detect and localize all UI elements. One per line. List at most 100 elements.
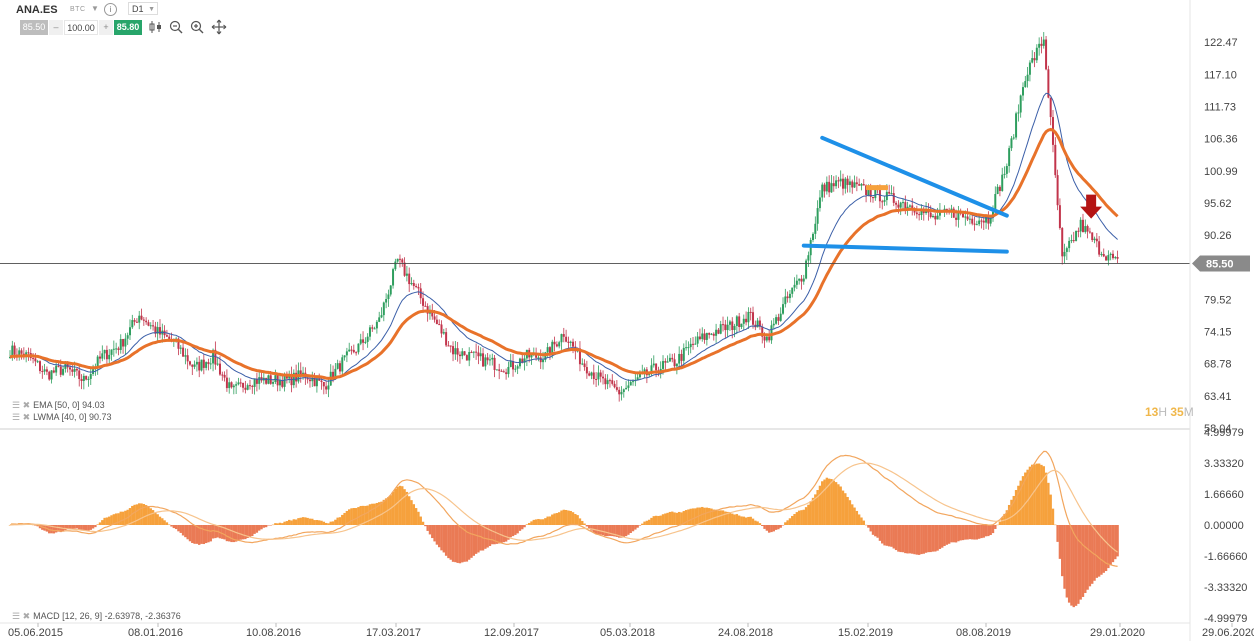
macd-histogram-bar xyxy=(687,509,690,525)
macd-histogram-bar xyxy=(597,525,600,535)
candle-body xyxy=(216,363,219,365)
candle-body xyxy=(763,336,766,341)
candle-body xyxy=(285,374,288,379)
candle-body xyxy=(627,385,630,388)
candle-body xyxy=(996,186,999,195)
macd-histogram-bar xyxy=(1111,525,1115,563)
candle-body xyxy=(274,375,277,382)
macd-histogram-bar xyxy=(283,521,286,525)
candle-body xyxy=(551,341,554,355)
candle-body xyxy=(583,363,586,368)
macd-histogram-bar xyxy=(793,513,796,525)
candle-body xyxy=(848,181,851,185)
candle-body xyxy=(883,200,886,202)
decrease-qty-button[interactable]: – xyxy=(49,20,63,35)
symbol-label[interactable]: ANA.ES xyxy=(16,4,58,16)
macd-histogram-bar xyxy=(71,525,74,530)
candle-body xyxy=(248,385,251,387)
candle-body xyxy=(749,311,752,313)
macd-histogram-bar xyxy=(839,486,842,525)
candle-body xyxy=(553,341,556,345)
macd-tick-label: -4.99979 xyxy=(1204,613,1247,625)
candle-body xyxy=(696,336,699,344)
macd-histogram-bar xyxy=(103,517,106,525)
price-tick-label: 117.10 xyxy=(1204,69,1237,81)
info-icon[interactable]: i xyxy=(104,3,117,16)
macd-histogram-bar xyxy=(703,507,706,525)
candle-body xyxy=(994,194,997,212)
macd-legend[interactable]: ☰ ✖ MACD [12, 26, 9] -2.63978, -2.36376 xyxy=(12,611,181,621)
candle-body xyxy=(618,389,621,395)
macd-histogram-bar xyxy=(138,503,141,525)
candle-body xyxy=(410,283,413,285)
macd-histogram-bar xyxy=(765,525,769,531)
price-tick-label: 68.78 xyxy=(1204,359,1232,371)
date-tick-label: 05.03.2018 xyxy=(600,627,655,639)
symbol-dropdown-icon[interactable]: ▼ xyxy=(91,4,99,13)
macd-histogram-bar xyxy=(484,525,487,549)
zoom-out-icon[interactable] xyxy=(169,20,183,34)
macd-histogram-bar xyxy=(814,494,817,525)
candle-body xyxy=(419,288,422,299)
macd-histogram-bar xyxy=(292,519,296,525)
bid-price[interactable]: 85.50 xyxy=(20,20,48,35)
increase-qty-button[interactable]: + xyxy=(99,20,113,35)
macd-histogram-bar xyxy=(797,510,801,525)
macd-tick-label: -1.66660 xyxy=(1204,551,1247,563)
legend-settings-icon[interactable]: ☰ ✖ xyxy=(12,412,31,422)
candle-body xyxy=(1109,253,1112,256)
quantity-input[interactable]: 100.00 xyxy=(64,20,98,35)
candle-body xyxy=(68,367,71,370)
zoom-in-icon[interactable] xyxy=(190,20,204,34)
macd-histogram-bar xyxy=(518,525,522,531)
macd-histogram-bar xyxy=(811,497,815,525)
candle-body xyxy=(608,380,611,382)
candle-body xyxy=(818,197,821,209)
candle-body xyxy=(50,370,53,380)
candle-body xyxy=(66,362,69,368)
lwma-legend[interactable]: ☰ ✖ LWMA [40, 0] 90.73 xyxy=(12,412,112,422)
macd-histogram-bar xyxy=(241,525,245,540)
legend-settings-icon[interactable]: ☰ ✖ xyxy=(12,611,31,621)
macd-histogram-bar xyxy=(567,510,570,525)
candle-body xyxy=(458,354,461,357)
candle-body xyxy=(869,188,872,197)
macd-histogram-bar xyxy=(407,496,411,525)
candle-body xyxy=(507,366,510,375)
candle-body xyxy=(1021,87,1024,96)
macd-histogram-bar xyxy=(754,520,757,525)
ema-legend[interactable]: ☰ ✖ EMA [50, 0] 94.03 xyxy=(12,400,105,410)
macd-tick-label: 3.33320 xyxy=(1204,458,1244,470)
candle-body xyxy=(500,370,503,372)
macd-histogram-bar xyxy=(901,525,905,553)
candle-body xyxy=(599,372,602,377)
macd-histogram-bar xyxy=(1116,525,1119,557)
candle-body xyxy=(1102,253,1105,257)
candle-body xyxy=(1033,58,1036,61)
candle-body xyxy=(128,327,131,336)
candle-body xyxy=(567,341,570,343)
macd-histogram-bar xyxy=(1042,466,1045,525)
legend-settings-icon[interactable]: ☰ ✖ xyxy=(12,400,31,410)
macd-histogram-bar xyxy=(1102,525,1105,573)
candle-type-icon[interactable] xyxy=(148,20,164,34)
macd-histogram-bar xyxy=(331,521,335,525)
macd-histogram-bar xyxy=(260,525,263,530)
macd-histogram-bar xyxy=(202,525,206,545)
ask-price[interactable]: 85.80 xyxy=(114,20,142,35)
macd-histogram-bar xyxy=(117,513,120,525)
macd-histogram-bar xyxy=(581,520,584,525)
candle-body xyxy=(112,348,115,350)
candle-body xyxy=(389,285,392,295)
macd-histogram-bar xyxy=(112,514,116,525)
candle-body xyxy=(858,184,861,186)
macd-histogram-bar xyxy=(463,525,466,562)
timeframe-select[interactable]: D1 ▼ xyxy=(128,2,158,15)
move-icon[interactable] xyxy=(211,19,227,35)
macd-histogram-bar xyxy=(472,525,476,556)
macd-histogram-bar xyxy=(75,525,79,529)
candle-body xyxy=(272,381,275,384)
candle-body xyxy=(537,357,540,359)
macd-histogram-bar xyxy=(477,525,480,553)
